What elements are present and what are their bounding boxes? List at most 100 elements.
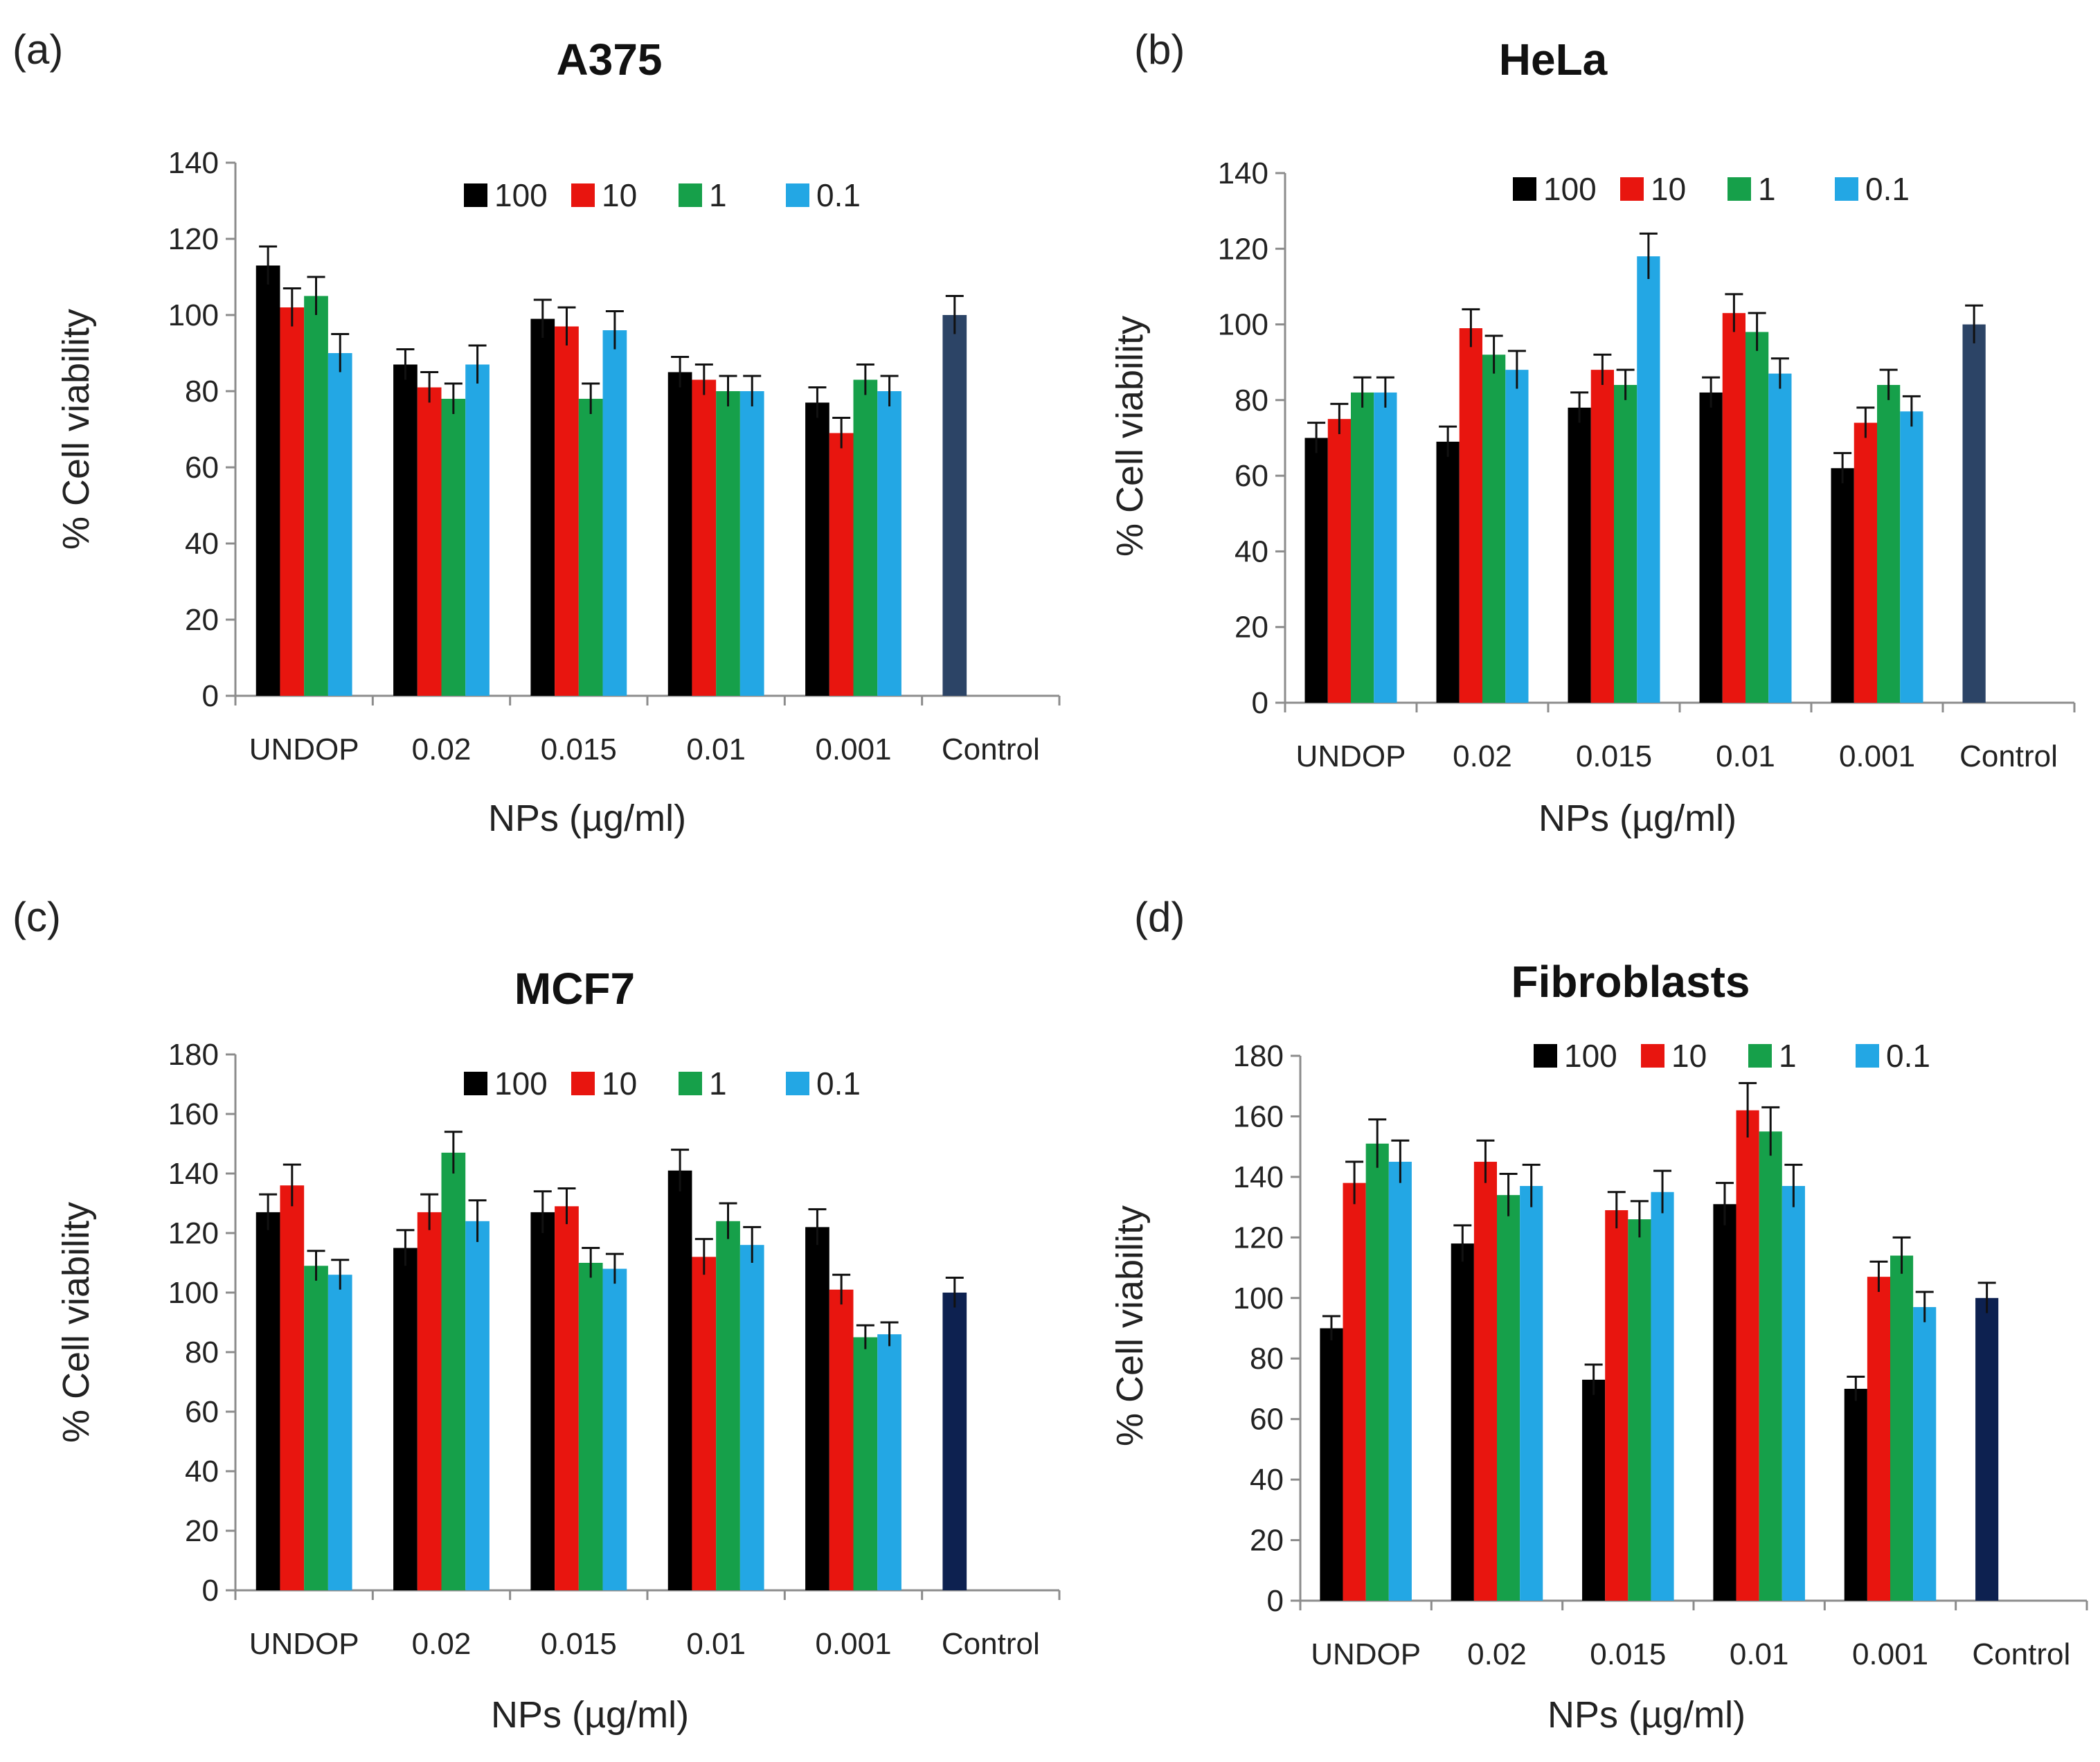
y-tick-label: 120 [1233,1221,1284,1255]
legend-entry-label: 10 [602,1066,637,1102]
legend-entry-label: 100 [1543,171,1597,207]
bar [417,387,442,696]
y-axis-title: % Cell viability [55,309,97,550]
legend-entry-label: 1 [709,1066,727,1102]
bar-control [1962,324,1986,703]
bar [327,353,352,696]
bar [327,1275,352,1590]
bar [280,1185,305,1590]
y-tick-label: 160 [1233,1099,1284,1133]
bar [1722,313,1745,703]
legend-swatch [1727,177,1751,201]
panel-label: (b) [1134,26,1185,73]
legend-swatch [1513,177,1536,201]
y-tick-label: 100 [168,1276,219,1310]
bar [304,296,328,696]
y-tick-label: 80 [1250,1342,1284,1376]
x-tick-label: 0.01 [1716,739,1775,773]
x-tick-label: 0.02 [412,1627,472,1661]
bar [393,364,418,696]
y-tick-label: 80 [185,1336,219,1369]
bar [716,391,740,696]
bar [1877,385,1901,703]
x-tick-label: 0.01 [1730,1637,1789,1671]
plot-area: 0 20 40 60 80 100 120 140 160 180 UNDOP 0.02 0.015 0.… [168,1038,1061,1661]
bar [465,364,490,696]
bar [1713,1204,1736,1601]
bar [602,1268,627,1590]
bar [1343,1183,1366,1601]
x-tick-label: Control [1959,739,2058,773]
bar [805,1227,829,1590]
bar [1304,438,1328,703]
y-tick-label: 100 [1233,1282,1284,1315]
bar [692,1257,717,1590]
y-tick-label: 140 [168,146,219,180]
legend: 100 10 1 0.1 [1534,1038,1930,1074]
bar [530,318,555,696]
chart-title: MCF7 [514,964,635,1014]
y-axis-title: % Cell viability [1109,316,1151,557]
bar [1327,419,1351,703]
legend: 100 10 1 0.1 [1513,171,1910,207]
legend-swatch [1534,1044,1557,1068]
y-tick-label: 40 [1235,534,1268,568]
panel-label: (d) [1134,894,1185,940]
y-tick-label: 140 [1218,156,1268,190]
plot-area: 0 20 40 60 80 100 120 140 160 180 UNDOP 0.02 0.015 0.… [1233,1039,2088,1671]
x-tick-label: UNDOP [249,1627,359,1661]
bar [1605,1210,1628,1601]
bar [1568,407,1591,703]
x-tick-label: Control [942,732,1040,766]
x-tick-label: 0.02 [1467,1637,1527,1671]
y-tick-label: 160 [168,1097,219,1131]
bar [1482,354,1506,703]
bar [692,379,717,696]
bar [667,1170,692,1590]
x-axis-title: NPs (µg/ml) [1538,798,1736,839]
bar [1637,256,1660,703]
y-tick-label: 180 [1233,1039,1284,1073]
legend-swatch [464,1072,487,1095]
x-tick-label: 0.015 [1576,739,1652,773]
y-tick-label: 40 [185,1455,219,1489]
bar [853,1337,878,1590]
legend-swatch [1835,177,1858,201]
bar [829,1289,854,1590]
legend-swatch [1748,1044,1772,1068]
bar [739,1245,764,1590]
bar [255,1212,280,1590]
bar [877,1334,901,1590]
bar [667,372,692,696]
bar [1388,1162,1412,1601]
bar [1351,392,1374,703]
x-tick-label: 0.001 [815,732,891,766]
panel-label: (a) [12,26,63,73]
y-tick-label: 0 [202,1574,219,1608]
x-tick-label: 0.01 [686,732,746,766]
y-tick-label: 60 [1235,459,1268,493]
bar [393,1248,418,1590]
x-tick-label: 0.001 [1852,1637,1928,1671]
chart-title: A375 [557,35,663,84]
legend-entry-label: 0.1 [816,1066,861,1102]
legend-entry-label: 1 [709,177,727,213]
y-tick-label: 120 [168,222,219,256]
bar [1459,328,1482,703]
bar [716,1221,740,1590]
bar-control [942,315,967,696]
legend-entry-label: 10 [1671,1038,1707,1074]
bar [304,1266,328,1590]
x-tick-label: 0.01 [686,1627,746,1661]
y-tick-label: 80 [1235,384,1268,417]
bar [877,391,901,696]
x-tick-label: UNDOP [1296,739,1406,773]
y-tick-label: 100 [1218,308,1268,342]
bar [1436,441,1460,703]
chart-title: HeLa [1499,35,1608,84]
x-tick-label: 0.015 [541,1627,617,1661]
chart-panel-a: (a) A375 % Cell viability NPs (µg/ml) 10… [12,26,1061,839]
bar [805,402,829,696]
bar [1831,468,1854,703]
